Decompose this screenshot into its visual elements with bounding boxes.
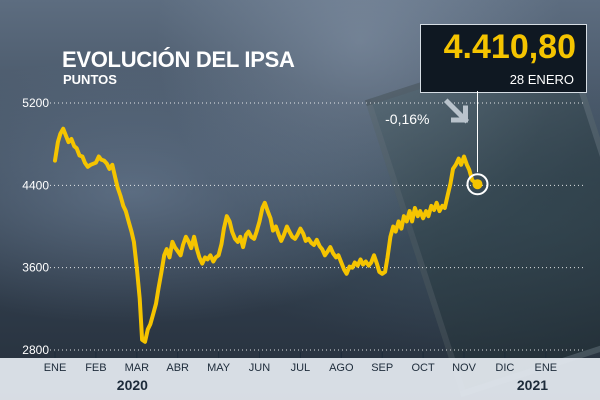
y-tick-label: 5200 [22, 96, 49, 110]
x-tick-label: AGO [329, 362, 354, 374]
x-tick-label: MAY [207, 362, 231, 374]
current-date: 28 ENERO [509, 72, 574, 87]
chart-title: EVOLUCIÓN DEL IPSA [62, 47, 295, 72]
y-tick-label: 3600 [22, 261, 49, 275]
x-tick-label: SEP [371, 362, 393, 374]
series-line-ipsa [53, 126, 480, 344]
x-tick-label: DIC [495, 362, 514, 374]
current-value: 4.410,80 [443, 28, 576, 66]
end-marker-ring [466, 173, 489, 196]
y-axis: 2800 3600 4400 5200 [22, 96, 49, 357]
x-tick-label: MAR [125, 362, 150, 374]
end-marker-dot [472, 179, 483, 190]
change-label: -0,16% [385, 111, 429, 127]
y-tick-label: 4400 [22, 178, 49, 192]
year-label: 2021 [517, 377, 548, 393]
series-group [53, 126, 480, 344]
y-tick-label: 2800 [22, 343, 49, 357]
x-tick-label: ABR [166, 362, 189, 374]
chart-subtitle: PUNTOS [63, 72, 117, 87]
x-tick-label: ENE [534, 362, 557, 374]
x-tick-label: JUN [249, 362, 270, 374]
x-tick-label: JUL [291, 362, 311, 374]
x-axis-band [0, 358, 600, 400]
x-tick-label: ENE [44, 362, 67, 374]
x-tick-label: NOV [452, 362, 477, 374]
current-value-box: 4.410,80 28 ENERO [420, 24, 587, 93]
down-arrow-icon [443, 98, 470, 124]
end-marker-group: -0,16% [385, 91, 489, 196]
year-label: 2020 [117, 377, 148, 393]
x-axis: ENE FEB MAR ABR MAY JUN JUL AGO SEP OCT NOV DIC ENE [44, 352, 557, 374]
year-labels: 2020 2021 [117, 377, 548, 393]
x-tick-label: FEB [85, 362, 106, 374]
x-tick-label: OCT [411, 362, 435, 374]
